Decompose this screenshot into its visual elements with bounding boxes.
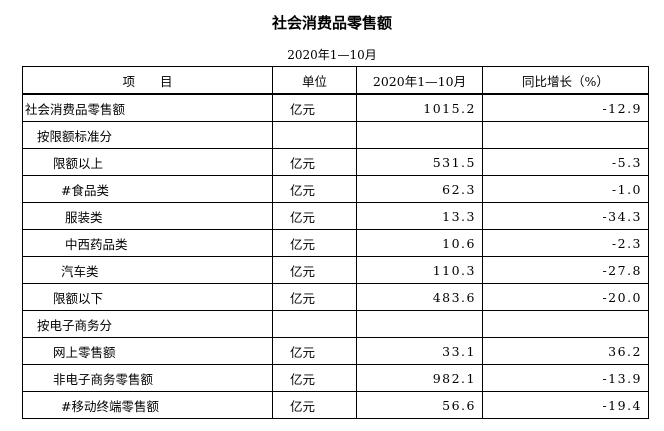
unit-cell: 亿元 (272, 364, 357, 392)
table-row: #食品类 亿元 62.3 -1.0 (22, 175, 649, 203)
number-cell: -13.9 (482, 364, 649, 392)
column-header: 2020年1—10月 (356, 66, 483, 95)
number-cell: 531.5 (356, 148, 483, 176)
table-body: 社会消费品零售额 亿元 1015.2 -12.9 按限额标准分 限额以上 亿元 531.5 -5… (22, 93, 649, 419)
data-table: 项 目单位 2020年1—10月 同比增长（%） 社会消费品零售额 亿元 1015.2-… (22, 66, 649, 419)
table-row: 按电子商务分 (22, 310, 649, 338)
unit-cell: 亿元 (272, 283, 357, 311)
table-row: #移动终端零售额 亿元 56.6 -19.4 (22, 391, 649, 419)
number-cell: -5.3 (482, 148, 649, 176)
unit-cell: 亿元 (272, 202, 357, 230)
unit-cell: 亿元 (272, 148, 357, 176)
number-cell: 982.1 (356, 364, 483, 392)
number-cell: -20.0 (482, 283, 649, 311)
header-row: 项 目单位 2020年1—10月 同比增长（%） (22, 66, 649, 95)
row-label: #食品类 (22, 175, 273, 203)
row-label: 服装类 (22, 202, 273, 230)
row-label: 社会消费品零售额 (22, 93, 273, 122)
number-cell: 62.3 (356, 175, 483, 203)
number-cell: 483.6 (356, 283, 483, 311)
row-label: 中西药品类 (22, 229, 273, 257)
table-row: 社会消费品零售额 亿元 1015.2 -12.9 (22, 93, 649, 122)
unit-cell: 亿元 (272, 229, 357, 257)
row-label: 汽车类 (22, 256, 273, 284)
number-cell: 36.2 (482, 337, 649, 365)
number-cell: 10.6 (356, 229, 483, 257)
period: 2020年1—10月 (287, 48, 377, 62)
unit-cell: 亿元 (272, 337, 357, 365)
table-row: 限额以上 亿元 531.5 -5.3 (22, 148, 649, 176)
number-cell: -27.8 (482, 256, 649, 284)
number-cell: -19.4 (482, 391, 649, 419)
number-cell: 13.3 (356, 202, 483, 230)
unit-cell: 亿元 (272, 93, 357, 122)
number-cell (482, 310, 649, 338)
number-cell: 110.3 (356, 256, 483, 284)
unit-cell (272, 121, 357, 149)
row-label: 限额以上 (22, 148, 273, 176)
table-row: 限额以下 亿元 483.6 -20.0 (22, 283, 649, 311)
row-label: 限额以下 (22, 283, 273, 311)
unit-cell: 亿元 (272, 391, 357, 419)
table-row: 非电子商务零售额 亿元 982.1 -13.9 (22, 364, 649, 392)
row-label: 网上零售额 (22, 337, 273, 365)
table-row: 按限额标准分 (22, 121, 649, 149)
row-label: 按限额标准分 (22, 121, 273, 149)
unit-cell: 亿元 (272, 175, 357, 203)
number-cell (482, 121, 649, 149)
number-cell: 56.6 (356, 391, 483, 419)
number-cell (356, 310, 483, 338)
number-cell: 1015.2 (356, 93, 483, 122)
number-cell: -2.3 (482, 229, 649, 257)
table-row: 中西药品类 亿元 10.6 -2.3 (22, 229, 649, 257)
number-cell: -12.9 (482, 93, 649, 122)
unit-cell (272, 310, 357, 338)
row-label: 非电子商务零售额 (22, 364, 273, 392)
row-label: #移动终端零售额 (22, 391, 273, 419)
row-label: 按电子商务分 (22, 310, 273, 338)
number-cell: 33.1 (356, 337, 483, 365)
number-cell (356, 121, 483, 149)
column-header: 单位 (272, 66, 357, 95)
unit-cell: 亿元 (272, 256, 357, 284)
number-cell: -1.0 (482, 175, 649, 203)
table-row: 网上零售额 亿元 33.1 36.2 (22, 337, 649, 365)
column-header: 同比增长（%） (482, 66, 649, 95)
number-cell: -34.3 (482, 202, 649, 230)
column-header: 项 目 (22, 66, 273, 95)
table-row: 服装类 亿元 13.3 -34.3 (22, 202, 649, 230)
title: 社会消费品零售额 (271, 14, 392, 32)
table-row: 汽车类 亿元 110.3 -27.8 (22, 256, 649, 284)
